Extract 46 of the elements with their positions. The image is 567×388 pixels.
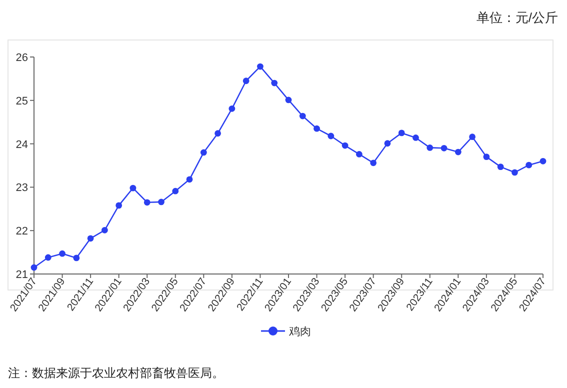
point [200,149,207,156]
point [299,112,306,120]
y-tick-label: 25 [16,95,28,108]
y-tick-label: 24 [16,138,28,151]
point [356,151,362,158]
point [412,134,419,141]
point [469,134,476,140]
point [101,226,108,234]
point [116,202,122,209]
point [398,130,405,136]
point [512,169,518,176]
y-tick-label: 26 [16,52,28,64]
point [172,188,179,194]
point [186,176,193,183]
point [242,78,250,84]
point [44,254,52,261]
y-tick-label: 22 [16,226,28,238]
y-tick-label: 23 [16,182,28,194]
point [426,144,434,151]
point [257,63,264,70]
text: 注：数据来源于农业农村部畜牧兽医局。 [8,366,224,380]
point [285,96,292,104]
y-axis-title: 单位：元/公斤 [476,10,558,25]
point [370,160,377,166]
point [271,80,278,86]
point [540,158,546,164]
point [328,132,334,140]
point [214,130,222,137]
point [384,140,391,147]
point [483,154,490,160]
point [30,264,38,271]
point [144,199,150,206]
point [73,254,80,262]
point [314,125,320,132]
point [228,105,236,112]
point [497,164,504,170]
point [59,250,66,257]
point [130,184,136,192]
point [454,148,462,156]
point [87,235,94,242]
point [158,198,164,206]
legend-label: 鸡肉 [288,326,311,338]
point [342,142,348,149]
point [440,144,448,152]
point [526,162,532,168]
y-tick-label: 21 [16,269,28,281]
